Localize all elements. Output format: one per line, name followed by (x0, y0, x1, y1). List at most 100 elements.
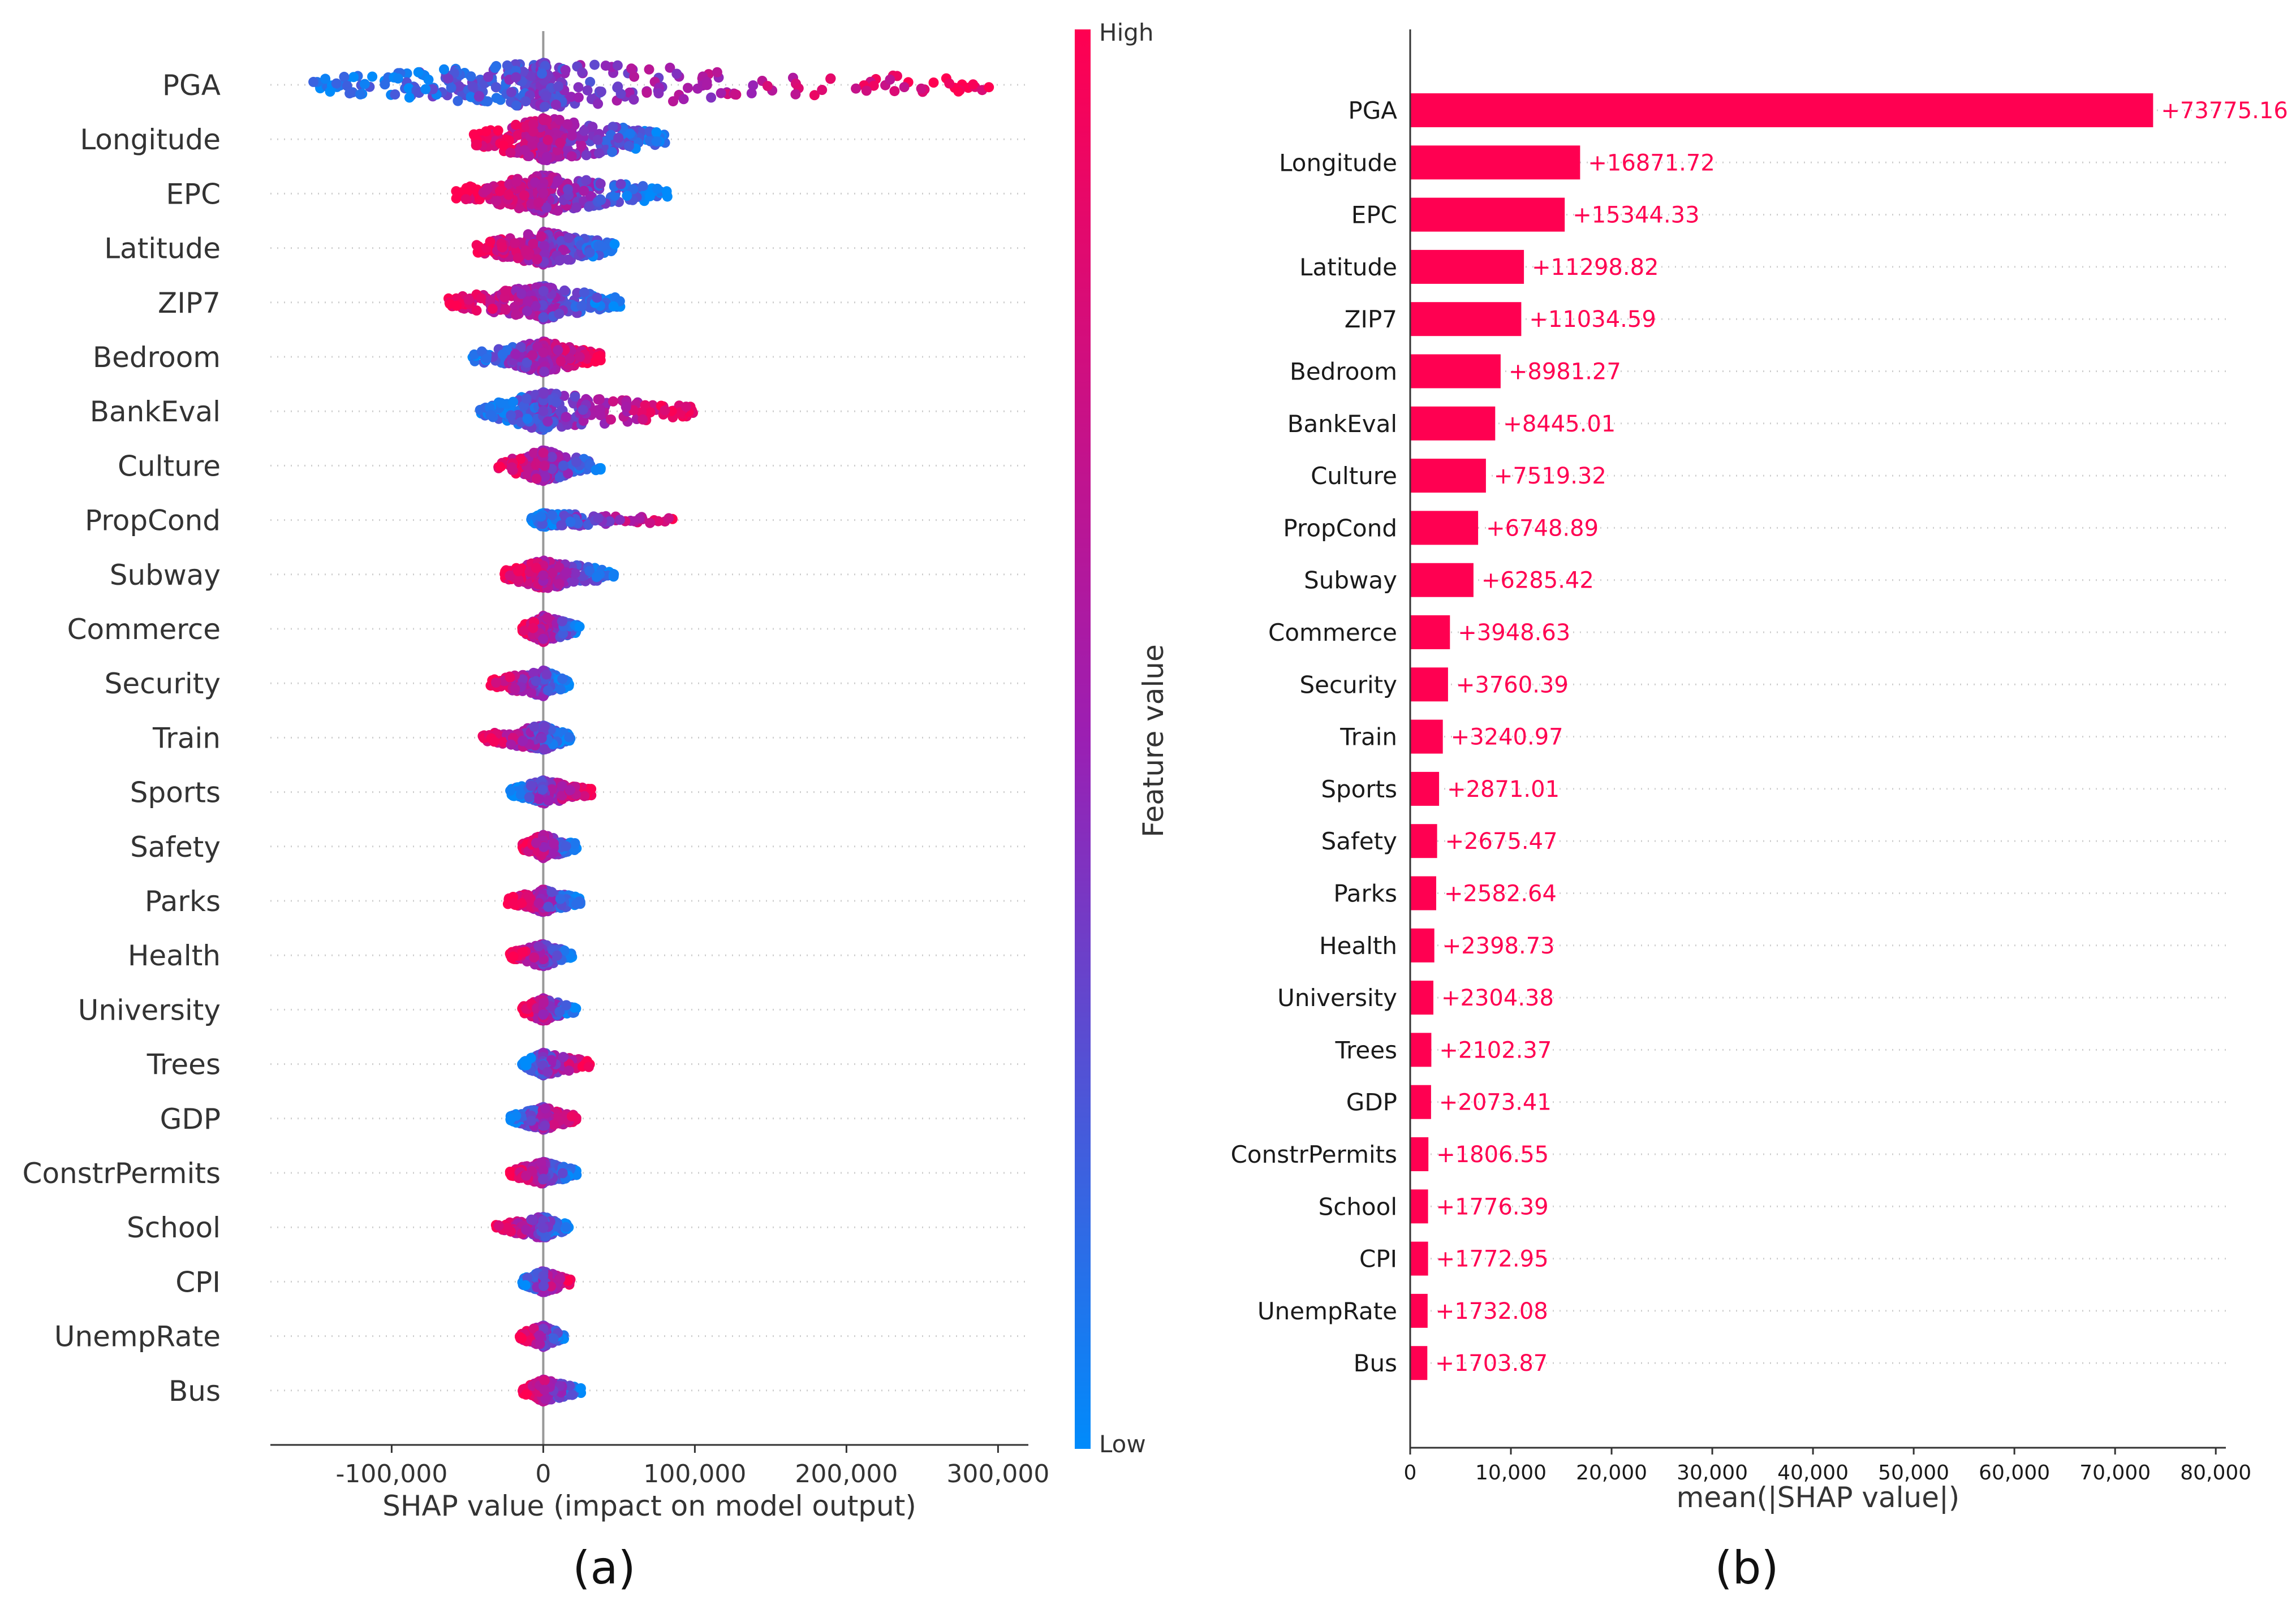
shap-point (380, 79, 390, 90)
shap-point (538, 447, 549, 458)
shap-point (542, 135, 553, 145)
shap-point (522, 413, 533, 424)
shap-point (528, 447, 539, 458)
shap-point (538, 188, 549, 198)
shap-point (522, 306, 532, 316)
shap-point (547, 848, 558, 859)
shap-point (541, 669, 552, 680)
shap-point (615, 88, 626, 99)
shap-point (490, 677, 501, 688)
shap-point (524, 792, 535, 802)
shap-point (528, 239, 539, 249)
shap-point (498, 140, 509, 151)
shap-point (531, 473, 542, 484)
shap-point (503, 189, 514, 200)
shap-point (496, 398, 507, 408)
shap-point (489, 736, 499, 747)
shap-point (573, 92, 584, 103)
shap-point (556, 520, 567, 530)
shap-point (549, 838, 559, 849)
shap-point (502, 60, 512, 71)
shap-point (581, 150, 592, 161)
shap-point (428, 84, 438, 94)
shap-point (308, 76, 319, 87)
shap-point (591, 572, 602, 582)
shap-point (546, 452, 557, 463)
shap-point (495, 461, 505, 472)
shap-point (557, 616, 567, 627)
shap-point (637, 181, 648, 192)
shap-point (553, 175, 563, 186)
shap-point (325, 87, 335, 97)
shap-point (540, 471, 550, 482)
shap-point (453, 96, 463, 106)
shap-point (348, 72, 359, 83)
shap-point (701, 80, 712, 90)
shap-point (581, 175, 592, 185)
shap-point (561, 567, 572, 578)
shap-point (423, 74, 434, 85)
shap-point (539, 366, 550, 377)
shap-point (628, 94, 639, 105)
shap-point (538, 347, 549, 358)
shap-point (497, 349, 508, 360)
shap-point (485, 236, 496, 247)
shap-point (339, 71, 350, 82)
shap-point (523, 890, 533, 900)
shap-point (584, 201, 595, 212)
shap-point (531, 838, 541, 848)
feature-swarm (468, 113, 670, 166)
shap-point (505, 672, 515, 683)
shap-point (511, 100, 522, 111)
shap-point (539, 389, 549, 399)
shap-point (539, 460, 550, 471)
shap-point (554, 472, 565, 482)
shap-point (629, 71, 640, 82)
shap-point (560, 64, 571, 75)
shap-point (551, 396, 561, 407)
shap-point (573, 82, 584, 93)
shap-point (899, 82, 910, 92)
shap-point (885, 74, 895, 85)
shap-point (584, 247, 595, 258)
shap-point (563, 254, 573, 265)
shap-point (550, 100, 561, 110)
shap-point (467, 81, 478, 92)
shap-point (579, 185, 589, 196)
shap-point (555, 137, 566, 148)
shap-point (546, 887, 557, 897)
shap-point (595, 410, 606, 420)
shap-point (531, 676, 541, 687)
shap-point (641, 87, 652, 98)
shap-point (592, 292, 602, 303)
shap-point (451, 300, 462, 311)
shap-point (565, 353, 575, 364)
shap-point (520, 245, 531, 256)
shap-point (320, 74, 331, 84)
shap-point (571, 202, 582, 213)
shap-point (515, 342, 526, 352)
shap-point (526, 687, 537, 698)
shap-point (483, 72, 493, 82)
shap-point (460, 194, 471, 205)
shap-point (528, 623, 539, 633)
shap-point (582, 85, 593, 96)
shap-point (530, 301, 541, 312)
feature-swarm (467, 336, 606, 378)
shap-point (514, 203, 524, 214)
shap-point (570, 391, 580, 402)
shap-point (542, 416, 553, 427)
shap-point (526, 71, 537, 81)
shap-point (510, 684, 520, 694)
shap-point (653, 88, 664, 98)
shap-point (527, 350, 538, 361)
shap-point (593, 513, 604, 524)
shap-point (562, 119, 573, 130)
shap-point (466, 71, 476, 82)
shap-point (554, 308, 565, 319)
shap-point (589, 59, 600, 70)
shap-point (678, 94, 689, 105)
shap-point (541, 152, 552, 162)
shap-point (481, 353, 492, 364)
shap-point (579, 287, 589, 298)
